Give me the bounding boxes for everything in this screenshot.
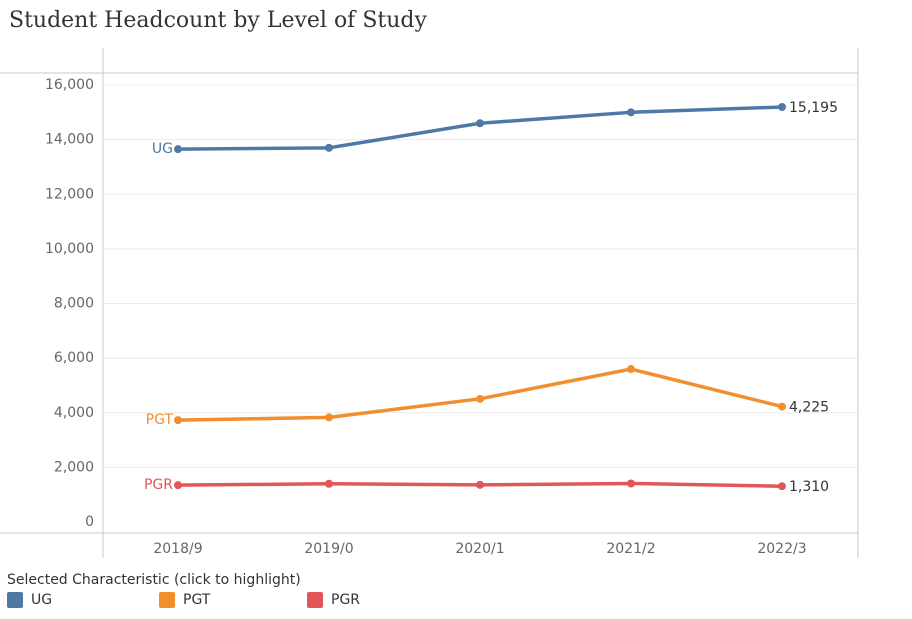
legend-label-pgt: PGT bbox=[183, 592, 211, 608]
y-tick-label: 4,000 bbox=[54, 405, 94, 421]
legend-swatch-pgt bbox=[159, 592, 175, 608]
x-tick-label: 2021/2 bbox=[606, 541, 655, 557]
x-tick-label: 2018/9 bbox=[153, 541, 202, 557]
legend: Selected Characteristic (click to highli… bbox=[7, 572, 427, 614]
x-tick-label: 2020/1 bbox=[455, 541, 504, 557]
x-tick-label: 2022/3 bbox=[757, 541, 806, 557]
x-tick-label: 2019/0 bbox=[304, 541, 353, 557]
legend-item-ug[interactable]: UG bbox=[7, 592, 52, 608]
data-point-pgr-3 bbox=[627, 479, 635, 488]
data-point-pgt-1 bbox=[325, 413, 333, 422]
data-label-ug-end: 15,195 bbox=[789, 100, 838, 116]
data-point-ug-1 bbox=[325, 143, 333, 152]
data-point-pgt-0 bbox=[174, 416, 182, 425]
y-tick-label: 14,000 bbox=[45, 132, 94, 148]
data-point-pgt-4 bbox=[778, 402, 786, 411]
series-line-ug bbox=[176, 105, 784, 151]
series-label-pgt: PGT bbox=[146, 412, 174, 428]
y-tick-label: 0 bbox=[85, 514, 94, 530]
data-point-pgt-2 bbox=[476, 394, 484, 403]
y-tick-label: 12,000 bbox=[45, 186, 94, 202]
data-point-ug-2 bbox=[476, 119, 484, 128]
chart-title: Student Headcount by Level of Study bbox=[9, 8, 427, 33]
legend-item-pgt[interactable]: PGT bbox=[159, 592, 210, 608]
y-tick-label: 6,000 bbox=[54, 350, 94, 366]
data-label-pgt-end: 4,225 bbox=[789, 400, 829, 416]
y-tick-label: 8,000 bbox=[54, 296, 94, 312]
legend-swatch-ug bbox=[7, 592, 23, 608]
legend-label-pgr: PGR bbox=[331, 592, 361, 608]
y-tick-label: 10,000 bbox=[45, 241, 94, 257]
data-point-pgr-2 bbox=[476, 480, 484, 489]
y-tick-label: 16,000 bbox=[45, 77, 94, 93]
series-label-ug: UG bbox=[152, 141, 173, 157]
data-label-pgr-end: 1,310 bbox=[789, 479, 829, 495]
legend-swatch-pgr bbox=[307, 592, 323, 608]
data-point-pgt-3 bbox=[627, 365, 635, 374]
line-chart: 0 2,000 4,000 6,000 8,000 10,000 12,000 14,000 1… bbox=[0, 48, 859, 558]
data-point-ug-3 bbox=[627, 108, 635, 117]
data-point-ug-4 bbox=[778, 102, 786, 111]
data-point-pgr-4 bbox=[778, 482, 786, 491]
series-label-pgr: PGR bbox=[144, 477, 173, 493]
y-tick-label: 2,000 bbox=[54, 459, 94, 475]
data-point-pgr-1 bbox=[325, 479, 333, 488]
legend-item-pgr[interactable]: PGR bbox=[307, 592, 360, 608]
data-point-pgr-0 bbox=[174, 481, 182, 490]
legend-label-ug: UG bbox=[31, 592, 53, 608]
data-point-ug-0 bbox=[174, 145, 182, 154]
legend-title: Selected Characteristic (click to highli… bbox=[7, 572, 301, 588]
